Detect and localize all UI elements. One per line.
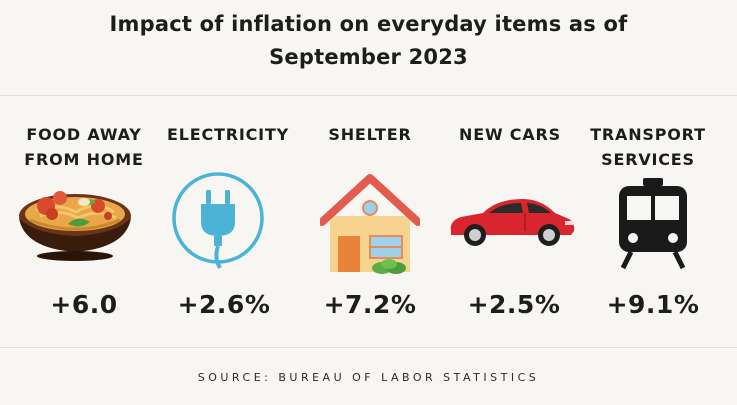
item-electricity: ELECTRICITY	[154, 122, 302, 172]
item-value-food: +6.0	[50, 290, 118, 319]
plug-icon	[172, 172, 264, 270]
item-shelter: SHELTER	[305, 122, 435, 172]
item-transport: TRANSPORT SERVICES	[578, 122, 718, 172]
item-value-electricity: +2.6%	[177, 290, 271, 319]
top-divider	[0, 95, 737, 96]
item-label-new-cars: NEW CARS	[459, 125, 561, 144]
bottom-divider	[0, 347, 737, 348]
item-label-electricity: ELECTRICITY	[167, 125, 289, 144]
page-title: Impact of inflation on everyday items as…	[0, 8, 737, 74]
title-line-1: Impact of inflation on everyday items as…	[109, 12, 628, 36]
car-icon	[450, 199, 575, 246]
item-value-shelter: +7.2%	[323, 290, 417, 319]
train-icon	[619, 178, 687, 270]
food-bowl-icon	[19, 191, 131, 261]
item-new-cars: NEW CARS	[445, 122, 575, 172]
item-label-shelter: SHELTER	[328, 125, 412, 144]
item-label-transport: TRANSPORT SERVICES	[590, 125, 706, 169]
item-label-food: FOOD AWAY FROM HOME	[24, 125, 144, 169]
title-line-2: September 2023	[269, 45, 468, 69]
item-food: FOOD AWAY FROM HOME	[14, 122, 154, 172]
item-value-transport: +9.1%	[606, 290, 700, 319]
item-value-new-cars: +2.5%	[467, 290, 561, 319]
house-icon	[320, 174, 420, 274]
source-note: SOURCE: BUREAU OF LABOR STATISTICS	[197, 371, 540, 384]
